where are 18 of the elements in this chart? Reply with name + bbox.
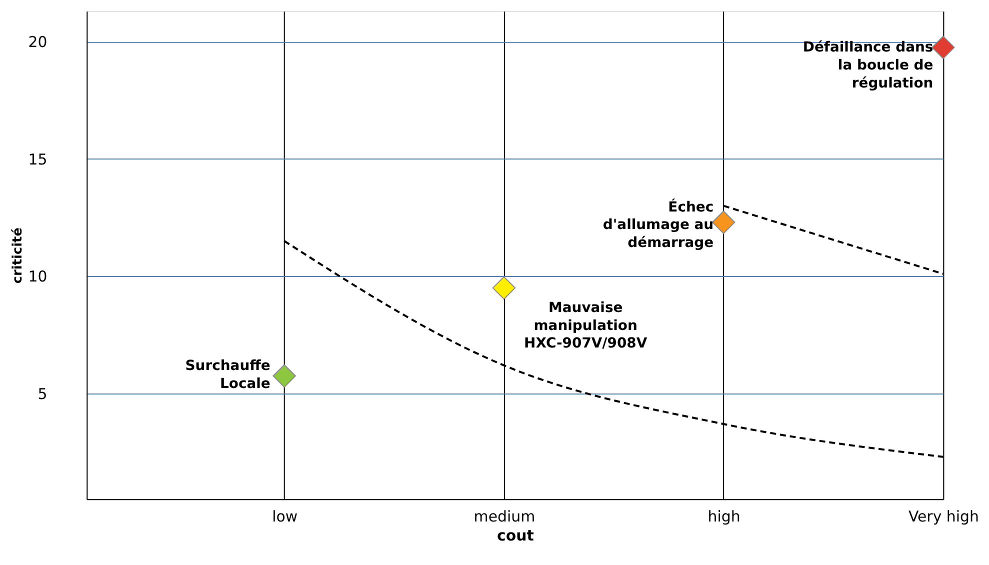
point	[712, 210, 736, 234]
x-tick-label: low	[272, 508, 298, 526]
x-axis-title: cout	[496, 526, 534, 544]
y-tick-label: 20	[28, 33, 48, 52]
y-tick-label: 15	[28, 150, 48, 168]
annotation: Mauvaise manipulation HXC-907V/908V	[524, 300, 648, 352]
annotation: Défaillance dans la boucle de régulation	[802, 39, 934, 92]
point	[272, 364, 296, 388]
y-tick-label: 5	[38, 384, 48, 403]
annotation: Surchauffe Locale	[185, 358, 270, 392]
point	[932, 36, 955, 60]
y-tick-label: 10	[28, 268, 48, 286]
point	[492, 276, 516, 300]
x-tick-label: Very high	[908, 508, 979, 526]
annotation: Échec d'allumage au démarrage	[602, 198, 714, 252]
x-tick-label: high	[708, 508, 740, 526]
x-tick-label: medium	[474, 508, 536, 526]
y-axis-title: criticité	[10, 227, 26, 284]
